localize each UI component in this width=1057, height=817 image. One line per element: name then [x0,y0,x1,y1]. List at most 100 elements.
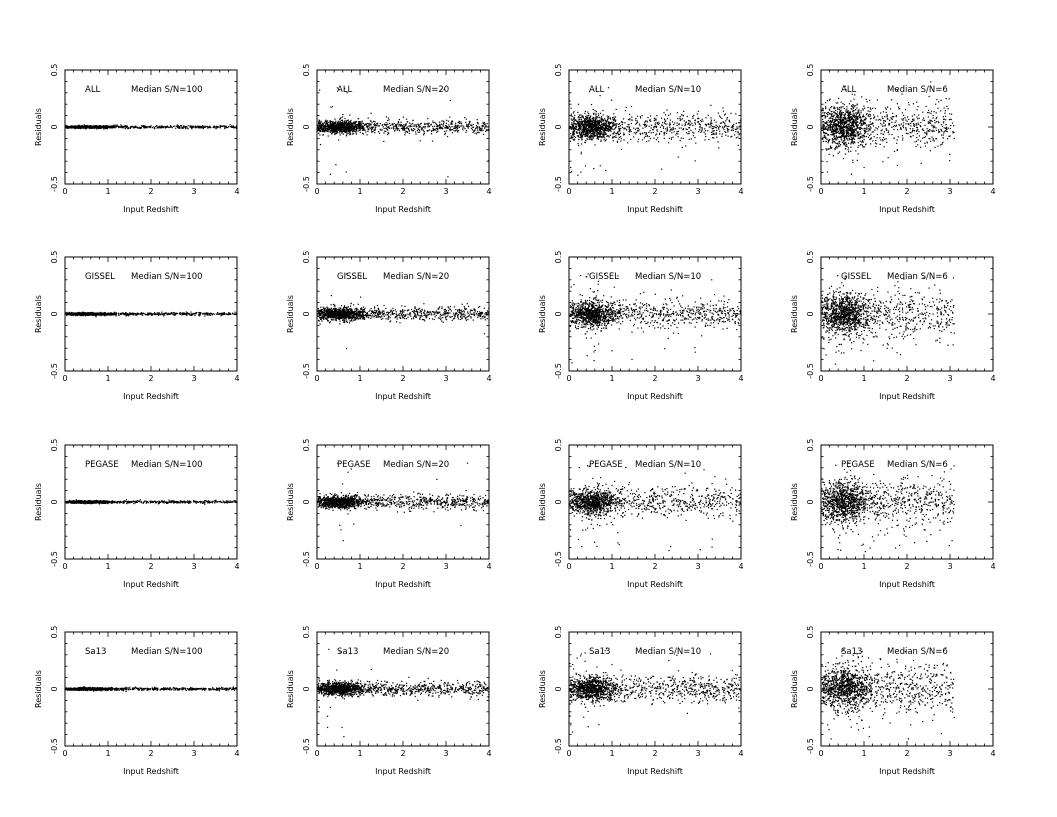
data-point [352,130,354,132]
data-point [419,140,421,142]
data-point [895,116,897,118]
data-point [575,119,577,121]
data-point [623,139,625,141]
data-point [590,138,592,140]
data-point [457,131,459,133]
data-point [333,123,335,125]
data-point [586,124,588,126]
data-point [580,135,582,137]
data-point [571,136,573,138]
data-point [326,125,328,127]
data-point [185,126,187,128]
data-point [826,126,828,128]
data-point [444,134,446,136]
data-point [466,125,468,127]
data-point [359,121,361,123]
data-point [611,127,613,129]
data-point [357,118,360,120]
data-point [406,131,408,133]
data-point [657,137,659,139]
data-point [607,130,609,132]
data-point [719,130,721,132]
data-point [916,136,918,139]
data-point [610,127,612,129]
data-point [174,125,176,127]
data-point [135,125,137,127]
data-point [847,139,849,141]
data-point [710,126,712,128]
data-point [727,135,729,137]
data-point [670,137,673,139]
data-point [439,121,441,123]
data-point [685,145,687,147]
data-point [454,125,457,127]
data-point [843,107,845,109]
data-point [855,124,857,126]
data-point [643,123,645,125]
data-point [591,120,593,122]
data-point [108,126,110,128]
data-point [584,124,586,126]
data-point [664,132,666,135]
data-point [868,128,870,130]
data-point [593,117,595,119]
data-point [367,122,369,124]
data-point [225,126,228,128]
data-point [581,124,584,127]
data-point [613,122,615,124]
data-point [834,127,836,129]
data-point [669,113,672,115]
data-point [337,122,339,124]
data-point [582,128,584,130]
data-point [154,126,156,128]
data-point [124,128,127,130]
data-point [685,132,688,134]
data-point [226,126,228,128]
data-point [366,134,368,136]
data-point [379,123,381,125]
data-point [605,119,607,121]
data-point [329,121,331,123]
data-point [123,127,125,129]
data-point [680,118,682,121]
data-point [569,100,571,102]
data-point [572,131,574,133]
data-point [74,128,76,130]
data-point [456,125,458,127]
data-point [454,126,457,128]
y-tick-label: 0.5 [806,64,815,77]
data-point [604,122,606,124]
data-point [458,129,460,132]
data-point [573,127,575,130]
data-point [575,132,578,134]
data-point [584,142,587,144]
data-point [654,124,656,126]
data-point [587,111,589,113]
data-point [471,129,473,131]
data-point [348,132,350,134]
data-point [225,127,227,129]
data-point [319,127,322,129]
data-point [602,114,604,116]
data-point [828,148,830,150]
data-point [77,127,79,129]
data-point [592,138,594,140]
data-point [321,125,323,127]
data-point [678,127,680,129]
data-point [822,138,824,140]
data-point [591,128,593,130]
data-point [595,116,597,118]
data-point [618,130,620,132]
data-point [488,119,490,121]
data-point [611,117,614,119]
data-point [125,126,127,128]
data-point [666,118,669,120]
data-point [415,131,417,133]
data-point [592,131,594,133]
data-point [594,125,596,128]
data-point [323,130,325,132]
data-point [845,145,847,147]
data-point [89,125,91,127]
data-point [336,127,338,129]
data-point [952,131,954,133]
